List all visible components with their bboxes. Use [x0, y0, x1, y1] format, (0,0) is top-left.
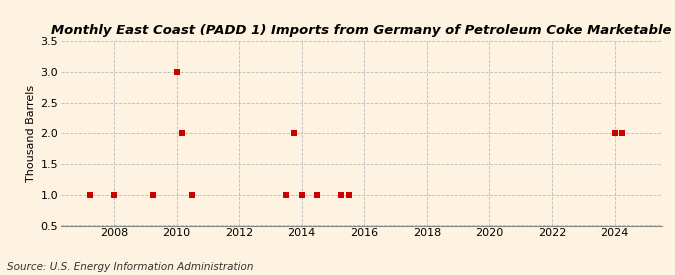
- Title: Monthly East Coast (PADD 1) Imports from Germany of Petroleum Coke Marketable: Monthly East Coast (PADD 1) Imports from…: [51, 24, 672, 37]
- Text: Source: U.S. Energy Information Administration: Source: U.S. Energy Information Administ…: [7, 262, 253, 272]
- Y-axis label: Thousand Barrels: Thousand Barrels: [26, 85, 36, 182]
